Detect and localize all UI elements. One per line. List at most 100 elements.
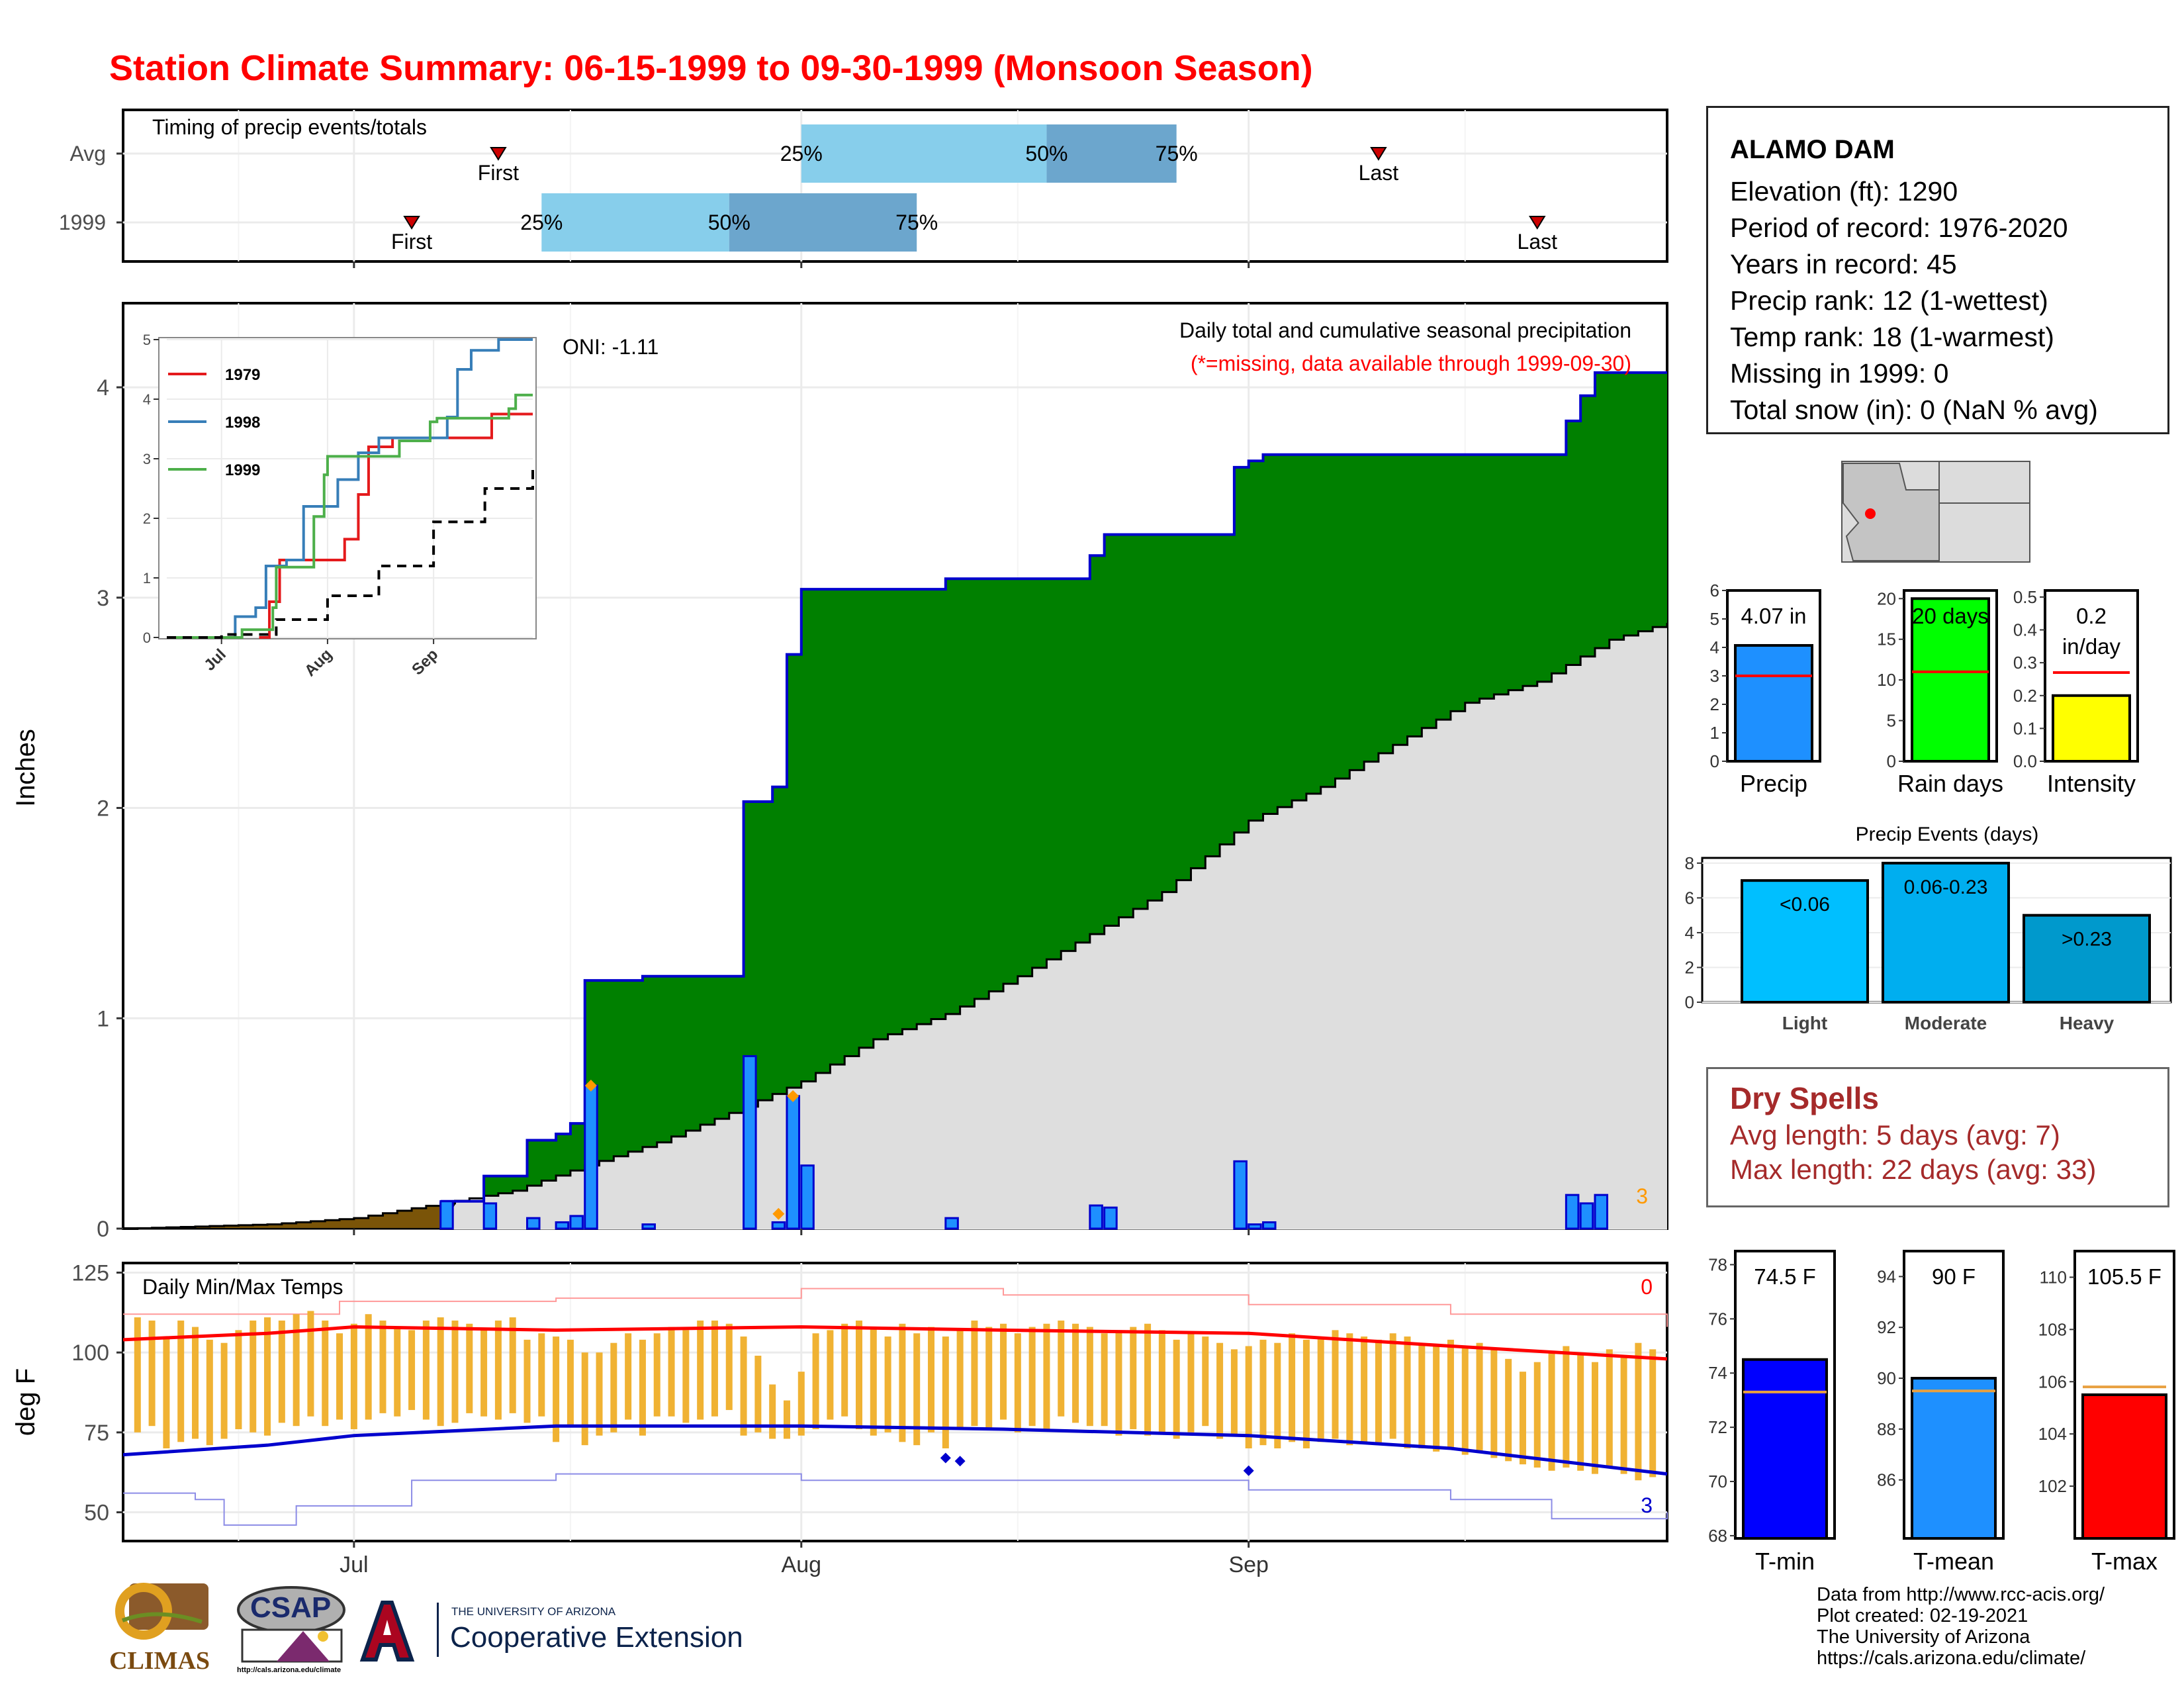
panel-label-precip: Precip	[1740, 770, 1807, 797]
record-low-marker	[940, 1452, 951, 1464]
daily-temp-bar	[538, 1333, 545, 1417]
daily-temp-bar	[408, 1330, 416, 1411]
panel-y-tick-label: 86	[1877, 1470, 1896, 1490]
csap-logo: CSAP http://cals.arizona.edu/climate	[230, 1583, 349, 1676]
dry-spells-max: Max length: 22 days (avg: 33)	[1730, 1154, 2097, 1185]
daily-precip-bar	[771, 1221, 786, 1230]
daily-temp-bar	[783, 1400, 790, 1439]
daily-temp-bar	[422, 1320, 430, 1420]
daily-temp-bar	[1115, 1330, 1122, 1436]
panel-y-tick-label: 6	[1710, 581, 1719, 600]
record-low-marker	[1243, 1465, 1254, 1476]
panel-y-tick-label: 0.4	[2013, 620, 2037, 640]
daily-precip-bar	[1594, 1194, 1609, 1230]
daily-temp-bar	[1072, 1323, 1079, 1423]
x-tick-label: Jul	[340, 1552, 368, 1577]
credit-source: Data from http://www.rcc-acis.org/	[1817, 1584, 2105, 1605]
daily-temp-bar	[1418, 1342, 1426, 1448]
daily-temp-bar	[1505, 1358, 1512, 1462]
y-tick-label: 100	[71, 1340, 109, 1366]
inset-y-tick-label: 4	[143, 391, 151, 408]
events-y-tick-label: 0	[1685, 992, 1694, 1012]
daily-temp-bar	[1289, 1333, 1296, 1442]
daily-temp-bar	[596, 1352, 603, 1436]
temp-ylabel: deg F	[11, 1368, 40, 1436]
daily-precip-bar	[641, 1223, 656, 1230]
panel-value-label: 0.2	[2076, 604, 2107, 628]
daily-temp-bar	[1332, 1330, 1339, 1439]
daily-temp-bar	[451, 1320, 459, 1423]
station-snow: Total snow (in): 0 (NaN % avg)	[1730, 395, 2098, 425]
daily-temp-bar	[494, 1320, 502, 1420]
daily-temp-bar	[956, 1330, 964, 1430]
daily-temp-bar	[350, 1323, 357, 1430]
timing-p25-label: 25%	[520, 211, 563, 234]
timing-row-label: 1999	[59, 211, 106, 234]
panel-y-tick-label: 0.5	[2013, 587, 2037, 607]
daily-temp-bar	[971, 1320, 978, 1427]
panel-y-tick-label: 70	[1708, 1472, 1727, 1491]
timing-bar-25-50	[801, 124, 1047, 183]
daily-precip-bar	[1579, 1202, 1594, 1230]
daily-temp-bar	[553, 1336, 560, 1442]
inset-legend-label: 1979	[225, 366, 260, 384]
daily-temp-bar	[264, 1317, 271, 1436]
daily-temp-bar	[928, 1327, 935, 1432]
daily-temp-bar	[884, 1336, 891, 1432]
y-tick-label: 4	[97, 375, 109, 400]
daily-temp-bar	[899, 1323, 906, 1442]
ua-logo: THE UNIVERSITY OF ARIZONA Cooperative Ex…	[357, 1599, 754, 1665]
daily-temp-bar	[1533, 1362, 1541, 1468]
events-x-label: Moderate	[1905, 1013, 1987, 1033]
y-tick-label: 3	[97, 586, 109, 611]
station-name: ALAMO DAM	[1730, 135, 1895, 164]
daily-temp-bar	[250, 1320, 257, 1432]
daily-temp-bar	[697, 1320, 704, 1420]
temp-count-max: 0	[1641, 1275, 1653, 1299]
credits: Data from http://www.rcc-acis.org/ Plot …	[1817, 1584, 2105, 1669]
daily-precip-bar	[439, 1200, 454, 1230]
panel-value-label: 4.07 in	[1741, 604, 1806, 628]
panel-y-tick-label: 68	[1708, 1526, 1727, 1546]
station-location-dot	[1865, 508, 1876, 519]
avg-max-line	[122, 1325, 1668, 1361]
panel-y-tick-label: 4	[1710, 637, 1719, 657]
panel-y-tick-label: 0.3	[2013, 653, 2037, 673]
inset-y-tick-label: 3	[143, 451, 151, 467]
csap-logo-text: CSAP	[250, 1591, 332, 1624]
timing-label: Timing of precip events/totals	[152, 115, 427, 139]
daily-temp-bar	[1447, 1339, 1454, 1448]
daily-temp-bar	[466, 1323, 473, 1413]
panel-y-tick-label: 76	[1708, 1309, 1727, 1329]
inset-line-1979	[259, 412, 533, 639]
credit-created: Plot created: 02-19-2021	[1817, 1605, 2028, 1626]
credit-url: https://cals.arizona.edu/climate/	[1817, 1648, 2086, 1669]
daily-temp-bar	[1577, 1352, 1584, 1471]
daily-temp-bar	[870, 1327, 877, 1436]
y-tick-label: 2	[97, 796, 109, 821]
panel-y-tick-label: 88	[1877, 1419, 1896, 1439]
daily-temp-bar	[1000, 1323, 1007, 1420]
daily-temp-bar	[797, 1372, 805, 1436]
dry-spells-title: Dry Spells	[1730, 1081, 1879, 1115]
events-y-tick-label: 4	[1685, 923, 1694, 943]
panel-y-tick-label: 108	[2038, 1319, 2067, 1339]
ua-a-icon	[359, 1601, 415, 1662]
daily-temp-bar	[1346, 1333, 1353, 1446]
daily-precip-bar	[1261, 1221, 1277, 1230]
daily-temp-bar	[1086, 1327, 1093, 1427]
dry-spells-box: Dry Spells Avg length: 5 days (avg: 7) M…	[1706, 1067, 2169, 1207]
daily-precip-bar	[743, 1055, 757, 1230]
daily-temp-bar	[177, 1320, 185, 1442]
daily-temp-bar	[1606, 1349, 1613, 1468]
timing-p50-label: 50%	[708, 211, 751, 234]
station-precip-rank: Precip rank: 12 (1-wettest)	[1730, 285, 2048, 316]
timing-bar-50-75	[729, 193, 917, 252]
panel-y-tick-label: 5	[1887, 711, 1896, 731]
inset-y-tick-label: 1	[143, 570, 151, 586]
daily-temp-bar	[812, 1333, 819, 1430]
daily-temp-bar	[1014, 1333, 1021, 1432]
cumulative-line-1999	[440, 371, 1667, 1203]
station-temp-rank: Temp rank: 18 (1-warmest)	[1730, 322, 2054, 352]
daily-temp-bar	[278, 1320, 285, 1423]
